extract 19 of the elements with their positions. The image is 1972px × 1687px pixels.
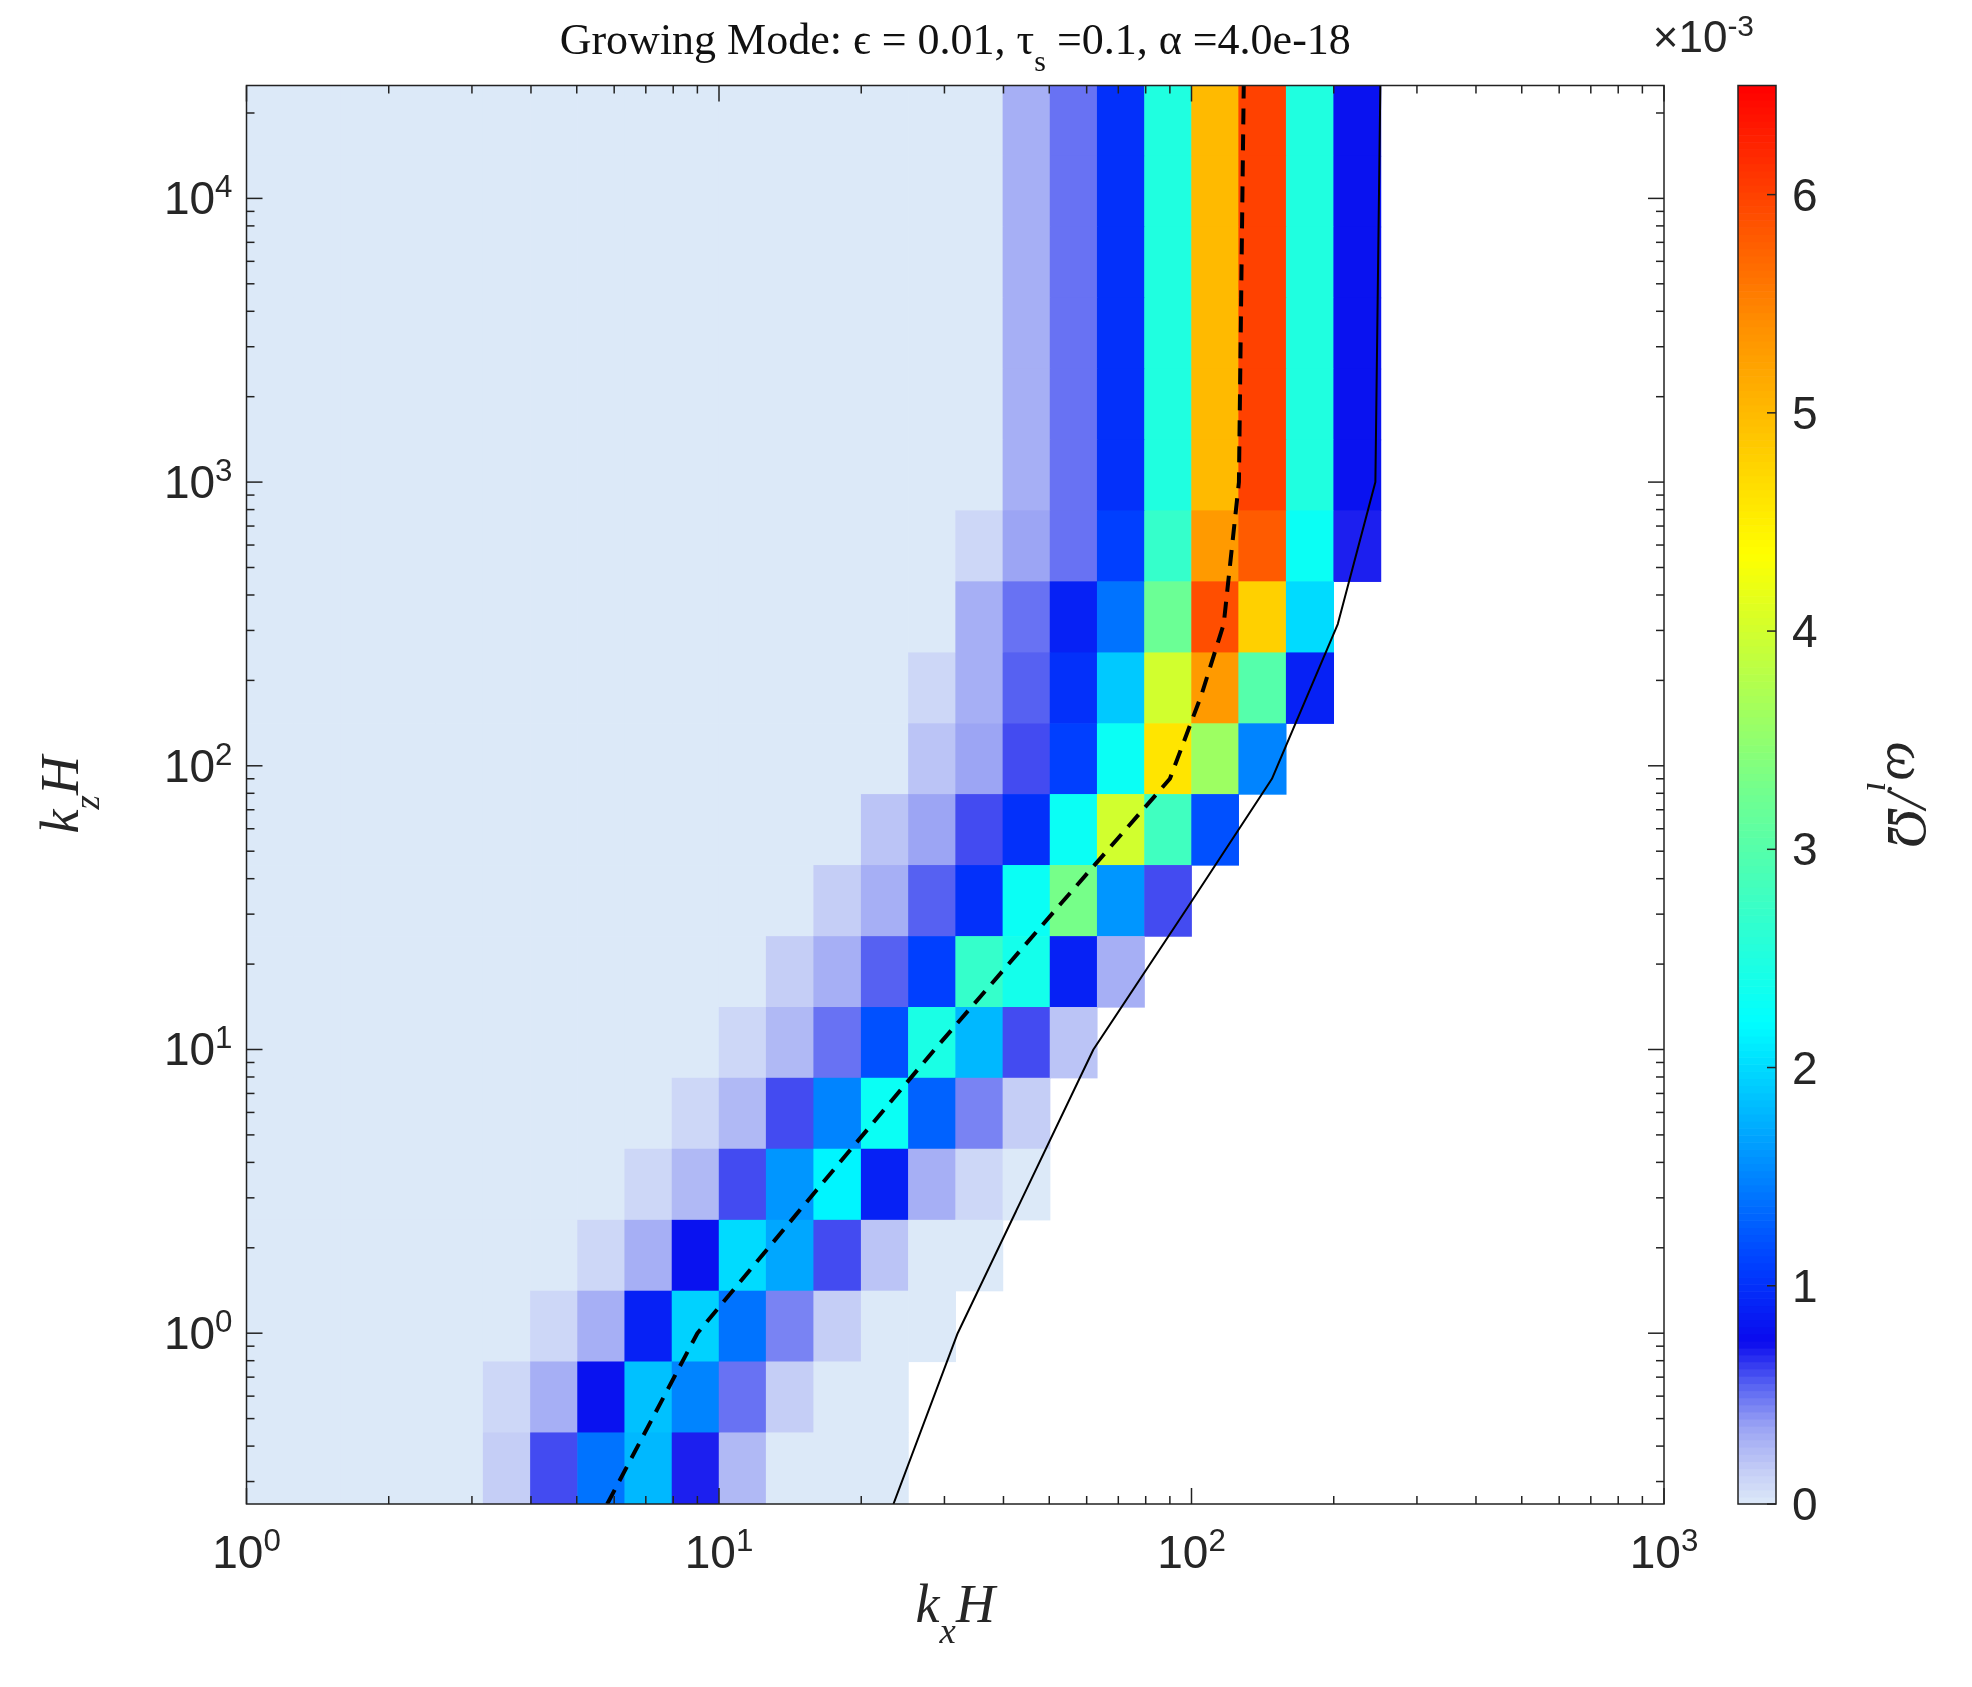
color-bar-label: 5 bbox=[1792, 386, 1818, 439]
color-bar-label: 0 bbox=[1792, 1478, 1818, 1530]
x-axis-title: k$_{x}$H bbox=[915, 1574, 998, 1651]
chart-title: Growing Mode: ϵ = 0.01, τ$_{s}$ =0.1, α =4.0e-18 bbox=[559, 15, 1351, 77]
y-tick-label: 10$^{2}$ bbox=[163, 736, 233, 792]
color-bar-label: 4 bbox=[1792, 605, 1818, 658]
x-tick-label: 10$^{0}$ bbox=[212, 1522, 281, 1578]
x-tick-label: 10$^{1}$ bbox=[684, 1522, 754, 1578]
color-bar-label: 1 bbox=[1792, 1259, 1818, 1312]
text: ×10$^{-3}$ bbox=[1652, 8, 1754, 61]
y-tick-label: 10$^{1}$ bbox=[163, 1020, 233, 1076]
y-tick-label: 10$^{4}$ bbox=[163, 168, 233, 225]
y-tick-label: 10$^{0}$ bbox=[163, 1303, 233, 1360]
x-tick-label: 10$^{3}$ bbox=[1629, 1522, 1699, 1578]
color-bar-label: 2 bbox=[1792, 1041, 1818, 1094]
color-bar-label: 6 bbox=[1792, 168, 1818, 221]
color-bar-label: 3 bbox=[1792, 823, 1818, 876]
x-tick-label: 10$^{2}$ bbox=[1157, 1522, 1226, 1578]
y-tick-label: 10$^{3}$ bbox=[163, 452, 233, 509]
